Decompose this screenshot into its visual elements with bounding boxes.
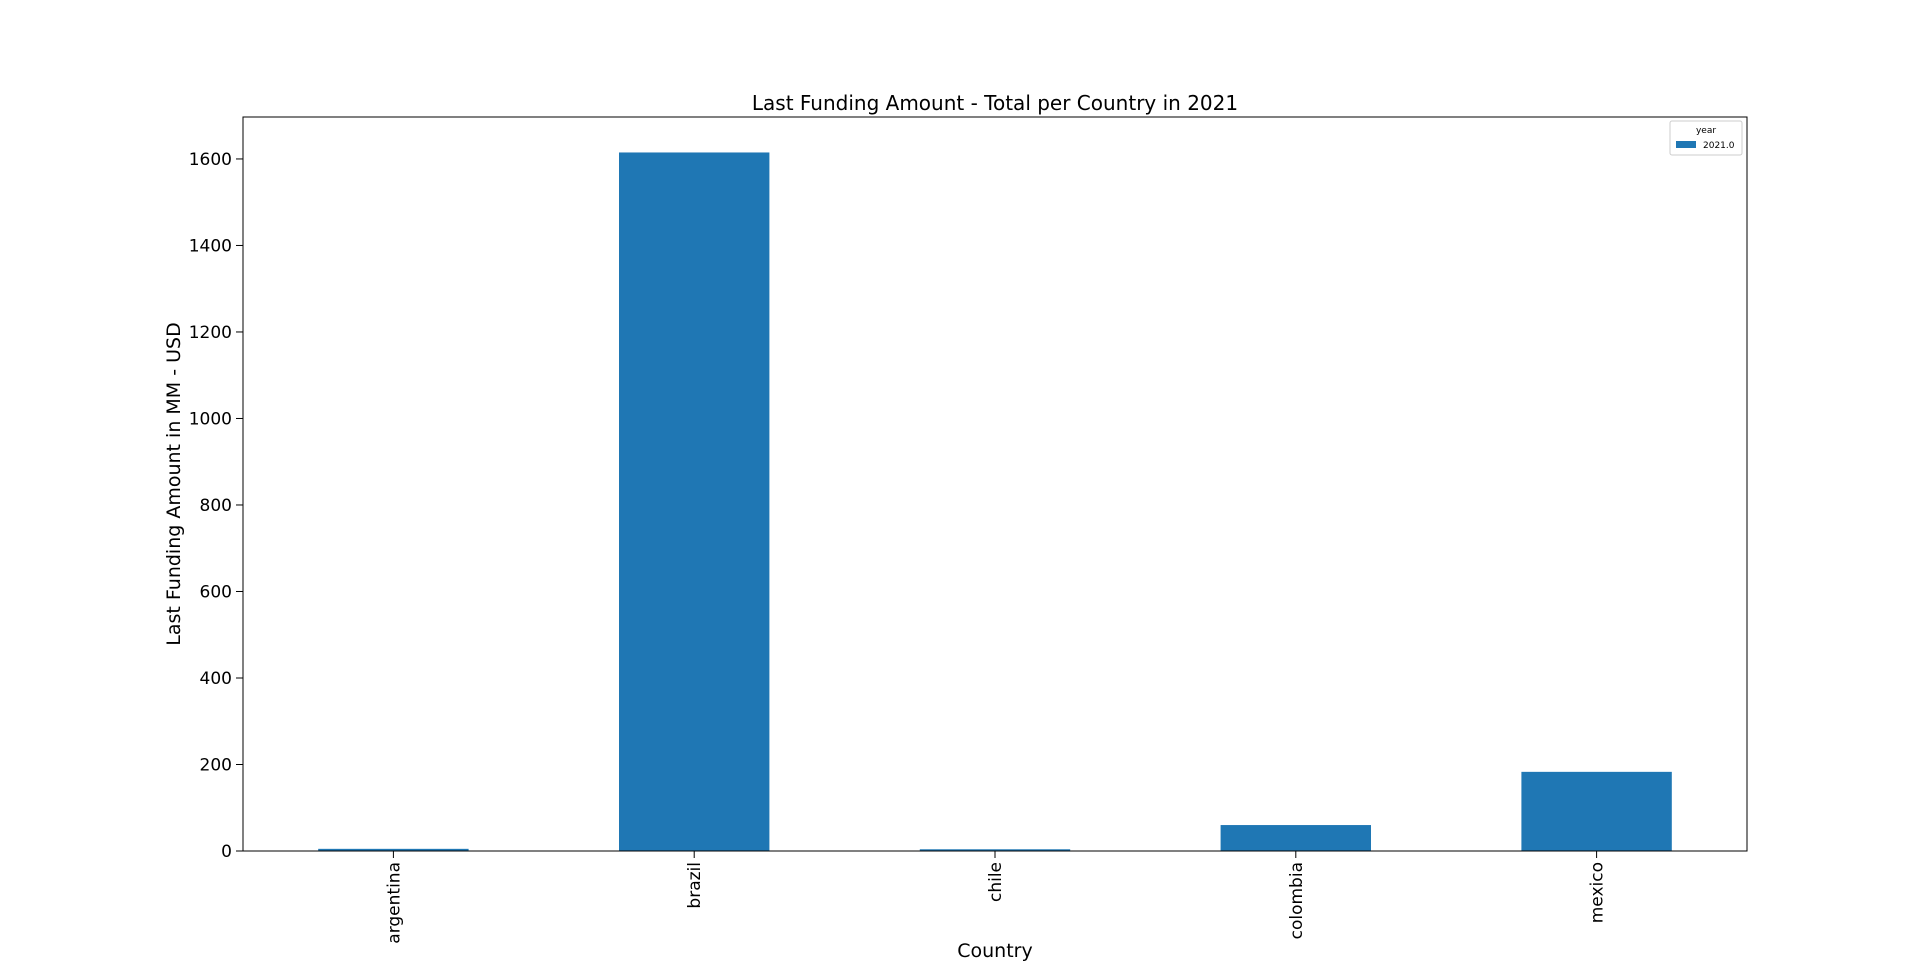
x-tick-label-colombia: colombia [1287, 862, 1307, 939]
chart-title: Last Funding Amount - Total per Country … [752, 91, 1238, 115]
bar-argentina [318, 848, 469, 851]
y-axis-label: Last Funding Amount in MM - USD [163, 322, 185, 645]
y-tick-label: 1600 [189, 150, 232, 170]
x-tick-label-brazil: brazil [685, 862, 705, 909]
x-tick-label-mexico: mexico [1588, 862, 1608, 923]
legend-swatch [1676, 141, 1696, 148]
y-axis-ticks: 0 200 400 600 800 1000 1200 1400 1600 [189, 150, 243, 862]
x-tick-label-chile: chile [986, 862, 1006, 902]
y-tick-label: 800 [200, 496, 232, 516]
y-tick-label: 600 [200, 582, 232, 602]
bar-colombia [1220, 825, 1371, 851]
legend-title: year [1696, 126, 1716, 136]
y-tick-label: 0 [221, 842, 232, 862]
y-tick-label: 1000 [189, 409, 232, 429]
legend-series-label: 2021.0 [1703, 141, 1735, 151]
bar-chile [919, 849, 1071, 851]
y-tick-label: 1400 [189, 236, 232, 256]
y-tick-label: 200 [200, 755, 232, 775]
x-axis-ticks: argentina brazil chile colombia mexico [384, 851, 1608, 944]
legend: year 2021.0 [1669, 120, 1743, 156]
bar-mexico [1521, 771, 1672, 851]
y-tick-label: 1200 [189, 323, 232, 343]
x-axis-label: Country [957, 940, 1032, 961]
bars-group [318, 152, 1672, 852]
y-tick-label: 400 [200, 669, 232, 689]
x-tick-label-argentina: argentina [384, 862, 404, 944]
bar-brazil [619, 152, 770, 852]
plot-frame [242, 116, 1748, 852]
